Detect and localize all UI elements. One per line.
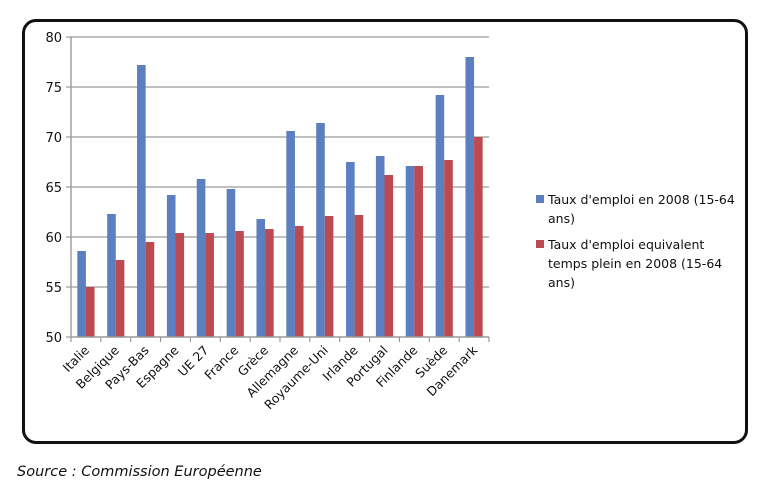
legend-swatch-red xyxy=(536,240,544,248)
bar-employment-rate xyxy=(166,195,176,337)
y-tick-label: 65 xyxy=(45,181,62,196)
bar-fte-rate xyxy=(175,233,185,337)
bar-employment-rate xyxy=(346,162,355,337)
bar-fte-rate xyxy=(384,175,394,337)
bar-fte-rate xyxy=(444,160,453,337)
legend-label: Taux d'emploi en 2008 (15-64 ans) xyxy=(548,192,735,226)
bar-fte-rate xyxy=(235,231,244,337)
bar-employment-rate xyxy=(465,57,475,337)
bar-fte-rate xyxy=(324,216,334,337)
bar-fte-rate xyxy=(115,260,125,337)
legend-item-employment-rate: Taux d'emploi en 2008 (15-64 ans) xyxy=(536,190,736,228)
legend-label: Taux d'emploi equivalent temps plein en … xyxy=(548,237,723,290)
bar-employment-rate xyxy=(226,189,236,337)
bar-fte-rate xyxy=(145,242,155,337)
bar-fte-rate xyxy=(205,233,214,337)
bar-employment-rate xyxy=(316,123,325,337)
y-tick-label: 75 xyxy=(45,81,62,96)
bar-fte-rate xyxy=(265,229,274,337)
bar-employment-rate xyxy=(196,179,206,337)
y-tick-label: 60 xyxy=(45,231,62,246)
legend-swatch-blue xyxy=(536,195,544,203)
gridlines xyxy=(71,36,489,288)
bar-employment-rate xyxy=(375,156,385,337)
y-tick-label: 50 xyxy=(45,331,62,346)
bar-employment-rate xyxy=(286,131,295,337)
y-tick-label: 55 xyxy=(45,281,62,296)
bars xyxy=(77,57,483,337)
bar-employment-rate xyxy=(77,251,86,337)
legend: Taux d'emploi en 2008 (15-64 ans) Taux d… xyxy=(536,190,736,299)
y-tick-label: 80 xyxy=(45,31,62,46)
bar-employment-rate xyxy=(256,219,266,337)
legend-item-fte-rate: Taux d'emploi equivalent temps plein en … xyxy=(536,235,736,292)
bar-fte-rate xyxy=(354,215,364,337)
bar-fte-rate xyxy=(414,166,423,337)
bar-fte-rate xyxy=(294,226,304,337)
y-tick-label: 70 xyxy=(45,131,62,146)
chart-frame xyxy=(22,19,748,444)
bar-employment-rate xyxy=(405,166,415,337)
bar-employment-rate xyxy=(107,214,116,337)
bar-fte-rate xyxy=(85,287,95,337)
bar-employment-rate xyxy=(137,65,146,337)
bar-fte-rate xyxy=(474,137,483,337)
source-caption: Source : Commission Européenne xyxy=(17,464,262,480)
bar-employment-rate xyxy=(435,95,445,337)
y-axis-ticks: 50 55 60 65 70 75 80 xyxy=(45,31,62,346)
axes xyxy=(66,36,490,342)
x-tick-label: France xyxy=(201,342,241,382)
